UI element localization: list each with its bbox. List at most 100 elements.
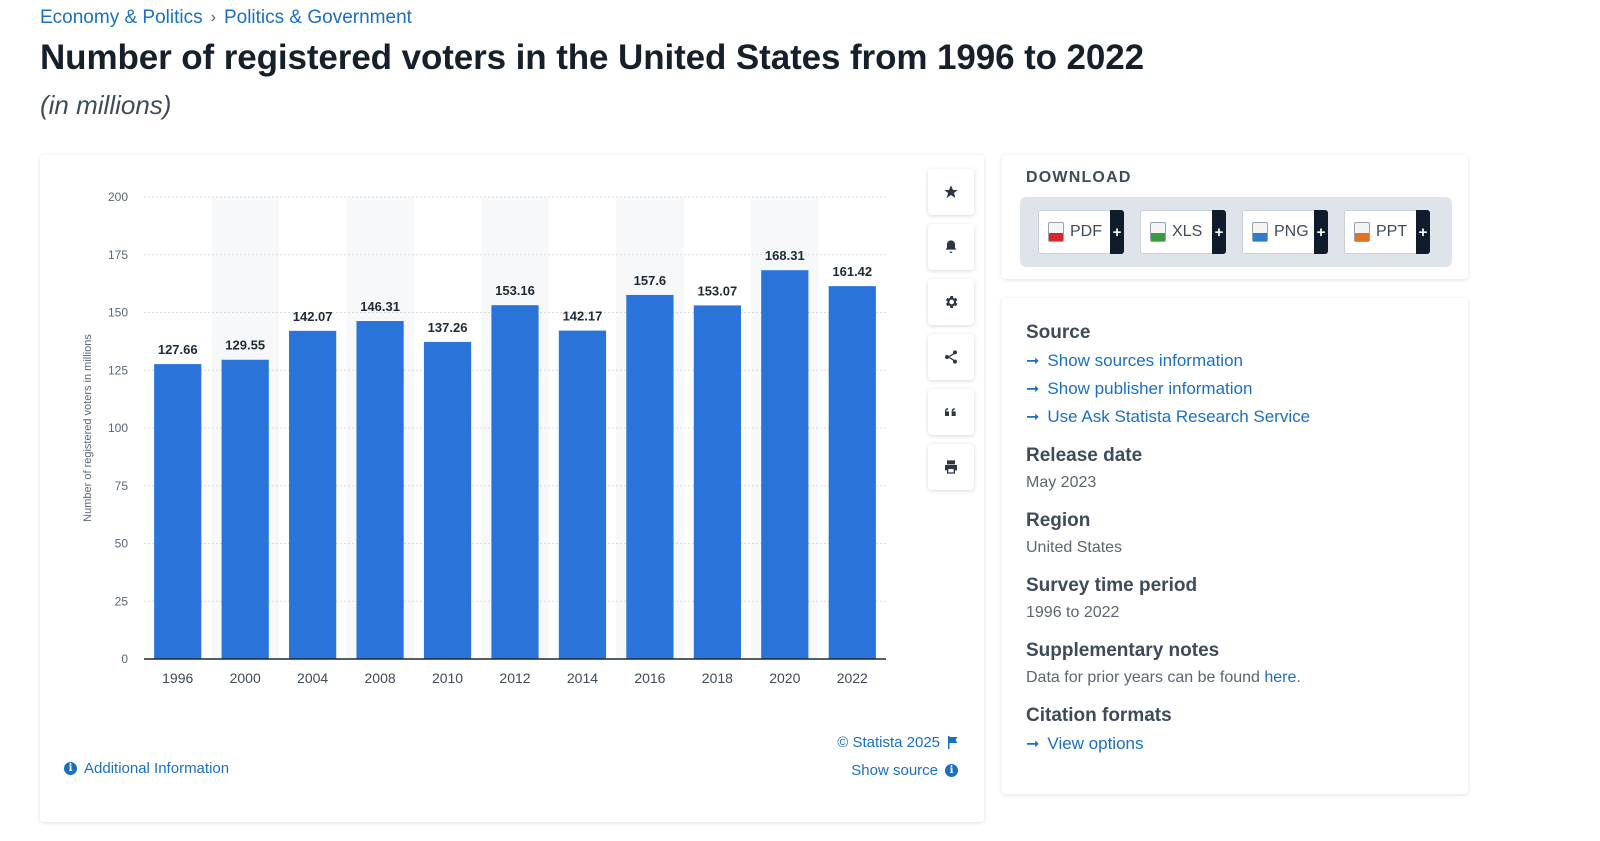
region-value: United States — [1026, 539, 1123, 556]
x-tick-label: 2012 — [499, 670, 530, 686]
plus-icon[interactable]: + — [1314, 210, 1328, 254]
bar — [423, 341, 472, 659]
download-buttons: PDF + XLS + PNG + PPT + — [1020, 197, 1452, 267]
star-icon — [944, 185, 958, 198]
share-icon — [945, 350, 957, 364]
link-label: Use Ask Statista Research Service — [1047, 407, 1311, 426]
x-tick-label: 2004 — [297, 670, 328, 686]
bar — [356, 321, 404, 659]
ppt-file-icon — [1354, 222, 1370, 242]
download-label: PPT — [1376, 223, 1408, 240]
bar — [693, 305, 741, 659]
favorite-button[interactable] — [928, 169, 974, 215]
bar-chart: 0 25 50 75 100 125 150 175 200 Number of register… — [82, 190, 886, 686]
x-tick-label: 2016 — [634, 670, 665, 686]
y-tick-label: 50 — [115, 537, 129, 551]
notes-here-link[interactable]: here — [1264, 669, 1297, 686]
arrow-right-icon: ➞ — [1026, 381, 1040, 398]
bell-icon — [945, 240, 957, 253]
png-file-icon — [1252, 222, 1268, 242]
arrow-right-icon: ➞ — [1026, 736, 1040, 753]
release-date-value: May 2023 — [1026, 474, 1097, 491]
flag-icon — [948, 736, 958, 749]
x-tick-label: 2014 — [567, 670, 598, 686]
y-axis-label: Number of registered voters in millions — [82, 334, 94, 522]
bar — [761, 270, 809, 659]
data-label: 137.26 — [428, 320, 468, 335]
citation-formats-heading: Citation formats — [1026, 705, 1172, 726]
data-label: 153.16 — [495, 283, 535, 298]
data-label: 142.17 — [563, 309, 603, 324]
plus-icon[interactable]: + — [1416, 210, 1430, 254]
x-tick-label: 2018 — [702, 670, 733, 686]
link-label: Show sources information — [1047, 351, 1243, 370]
source-section: Source ➞ Show sources information ➞ Show p… — [1026, 322, 1468, 427]
plus-icon[interactable]: + — [1212, 210, 1226, 254]
pdf-file-icon — [1048, 222, 1064, 242]
additional-information-link[interactable]: i Additional Information — [64, 760, 229, 777]
download-ppt-button[interactable]: PPT + — [1344, 210, 1430, 254]
supplementary-notes-heading: Supplementary notes — [1026, 640, 1220, 661]
show-source-link[interactable]: Show source i — [851, 762, 958, 779]
release-date-heading: Release date — [1026, 445, 1143, 466]
gear-icon — [945, 296, 958, 308]
data-label: 161.42 — [832, 264, 872, 279]
notification-button[interactable] — [928, 224, 974, 270]
cite-button[interactable] — [928, 389, 974, 435]
arrow-right-icon: ➞ — [1026, 409, 1040, 426]
data-label: 153.07 — [697, 283, 737, 298]
x-tick-label: 2010 — [432, 670, 463, 686]
download-label: PNG — [1274, 223, 1309, 240]
data-label: 142.07 — [293, 309, 333, 324]
statista-copyright[interactable]: © Statista 2025 — [837, 734, 958, 751]
arrow-right-icon: ➞ — [1026, 353, 1040, 370]
plus-icon[interactable]: + — [1110, 210, 1124, 254]
y-tick-label: 125 — [108, 363, 128, 377]
download-xls-button[interactable]: XLS + — [1140, 210, 1226, 254]
additional-information-text: Additional Information — [84, 760, 230, 777]
bar — [221, 359, 269, 659]
download-card: DOWNLOAD PDF + XLS + PNG + PPT + — [1002, 155, 1468, 279]
link-label: View options — [1047, 734, 1144, 753]
x-tick-label: 2022 — [837, 670, 868, 686]
notes-period: . — [1296, 669, 1301, 686]
show-sources-link[interactable]: ➞ Show sources information — [1026, 351, 1468, 371]
y-tick-label: 150 — [108, 306, 128, 320]
copyright-text: © Statista 2025 — [837, 734, 940, 751]
download-title: DOWNLOAD — [1026, 169, 1132, 186]
share-button[interactable] — [928, 334, 974, 380]
data-label: 168.31 — [765, 248, 805, 263]
data-label: 157.6 — [634, 273, 667, 288]
download-pdf-button[interactable]: PDF + — [1038, 210, 1124, 254]
download-label: PDF — [1070, 223, 1102, 240]
data-label: 146.31 — [360, 299, 400, 314]
y-tick-label: 200 — [108, 190, 128, 204]
data-label: 127.66 — [158, 342, 198, 357]
bar — [828, 286, 876, 659]
download-png-button[interactable]: PNG + — [1242, 210, 1328, 254]
y-tick-label: 25 — [115, 594, 129, 608]
download-label: XLS — [1172, 223, 1203, 240]
x-tick-label: 1996 — [162, 670, 193, 686]
show-source-text: Show source — [851, 762, 938, 779]
notes-text: Data for prior years can be found — [1026, 669, 1265, 686]
survey-period-value: 1996 to 2022 — [1026, 604, 1120, 621]
view-options-link[interactable]: ➞ View options — [1026, 734, 1468, 754]
show-publisher-link[interactable]: ➞ Show publisher information — [1026, 379, 1468, 399]
y-tick-label: 75 — [115, 479, 129, 493]
x-tick-label: 2008 — [365, 670, 396, 686]
y-tick-label: 175 — [108, 248, 128, 262]
bar — [558, 330, 607, 659]
x-tick-label: 2020 — [769, 670, 800, 686]
page-title: Number of registered voters in the Unite… — [40, 38, 1145, 77]
settings-button[interactable] — [928, 279, 974, 325]
print-icon — [945, 460, 957, 474]
breadcrumb: Economy & Politics › Politics & Governme… — [40, 7, 412, 29]
breadcrumb-link-economy-politics[interactable]: Economy & Politics — [40, 7, 203, 28]
chart-card: 0 25 50 75 100 125 150 175 200 Number of register… — [40, 155, 984, 822]
breadcrumb-link-politics-government[interactable]: Politics & Government — [223, 7, 412, 28]
survey-period-heading: Survey time period — [1026, 575, 1198, 596]
x-tick-label: 2000 — [230, 670, 261, 686]
print-button[interactable] — [928, 444, 974, 490]
ask-statista-link[interactable]: ➞ Use Ask Statista Research Service — [1026, 407, 1468, 427]
